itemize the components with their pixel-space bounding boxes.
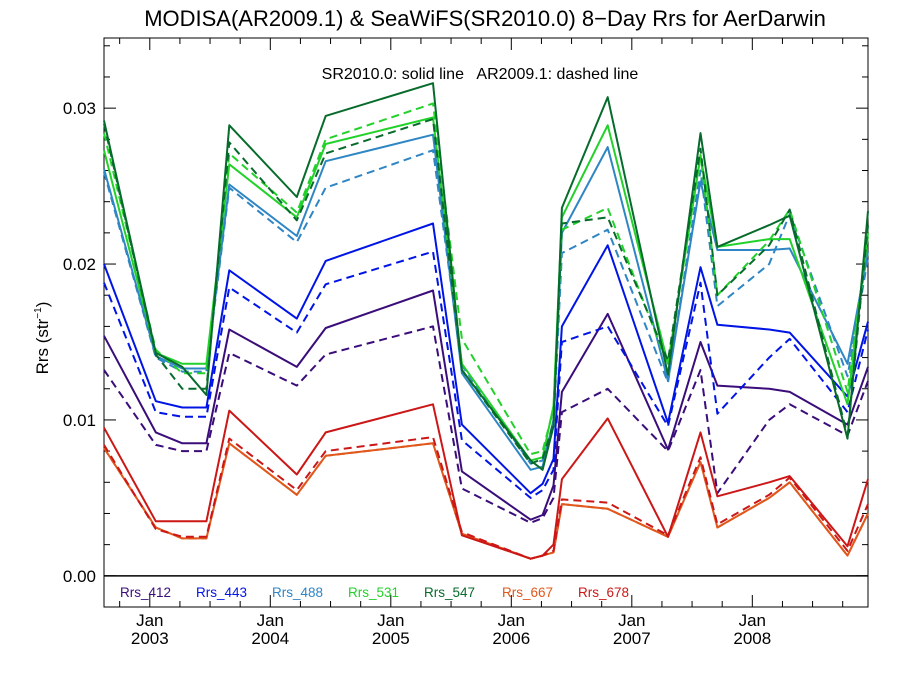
legend-entry-Rrs_412: Rrs_412 bbox=[120, 585, 171, 600]
series-line-dashed-Rrs_412 bbox=[103, 325, 869, 524]
legend-entry-Rrs_547: Rrs_547 bbox=[424, 585, 475, 600]
y-tick-label: 0.02 bbox=[63, 255, 96, 274]
x-tick-month-label: Jan bbox=[498, 611, 525, 630]
y-axis-label-end: ) bbox=[33, 302, 52, 308]
series-line-dashed-Rrs_488 bbox=[103, 149, 869, 465]
plot-area: 0.000.010.020.03Jan2003Jan2004Jan2005Jan… bbox=[63, 37, 869, 648]
y-axis-label-main: Rrs (str bbox=[33, 318, 52, 374]
x-tick-year-label: 2005 bbox=[372, 629, 410, 648]
series-line-dashed-Rrs_678 bbox=[103, 436, 869, 560]
legend-entry-Rrs_667: Rrs_667 bbox=[502, 585, 553, 600]
legend-entry-Rrs_531: Rrs_531 bbox=[348, 585, 399, 600]
line-style-annotation: SR2010.0: solid line AR2009.1: dashed li… bbox=[322, 66, 639, 83]
y-tick-label: 0.01 bbox=[63, 411, 96, 430]
x-tick-month-label: Jan bbox=[739, 611, 766, 630]
legend-entry-Rrs_443: Rrs_443 bbox=[196, 585, 247, 600]
y-axis-label-superscript: −1 bbox=[33, 307, 44, 319]
x-tick-month-label: Jan bbox=[377, 611, 404, 630]
legend-entry-Rrs_678: Rrs_678 bbox=[578, 585, 629, 600]
x-tick-year-label: 2008 bbox=[733, 629, 771, 648]
series-line-solid-Rrs_443 bbox=[103, 222, 869, 495]
series-line-solid-Rrs_412 bbox=[103, 289, 869, 521]
series-line-dashed-Rrs_547 bbox=[103, 118, 869, 465]
legend-entry-Rrs_488: Rrs_488 bbox=[272, 585, 323, 600]
plot-frame bbox=[103, 37, 869, 608]
y-tick-label: 0.03 bbox=[63, 99, 96, 118]
series-line-solid-Rrs_488 bbox=[103, 133, 869, 471]
x-tick-month-label: Jan bbox=[618, 611, 645, 630]
y-tick-label: 0.00 bbox=[63, 567, 96, 586]
series-line-dashed-Rrs_443 bbox=[103, 250, 869, 499]
chart-title: MODISA(AR2009.1) & SeaWiFS(SR2010.0) 8−D… bbox=[144, 6, 826, 31]
x-tick-year-label: 2006 bbox=[492, 629, 530, 648]
x-tick-year-label: 2004 bbox=[251, 629, 289, 648]
y-axis-label: Rrs (str−1) bbox=[33, 302, 52, 375]
series-line-solid-Rrs_547 bbox=[103, 82, 869, 471]
series-line-solid-Rrs_531 bbox=[103, 116, 869, 462]
x-tick-month-label: Jan bbox=[257, 611, 284, 630]
series-line-solid-Rrs_678 bbox=[103, 403, 869, 560]
x-tick-month-label: Jan bbox=[136, 611, 163, 630]
x-tick-year-label: 2007 bbox=[613, 629, 651, 648]
x-tick-year-label: 2003 bbox=[131, 629, 169, 648]
